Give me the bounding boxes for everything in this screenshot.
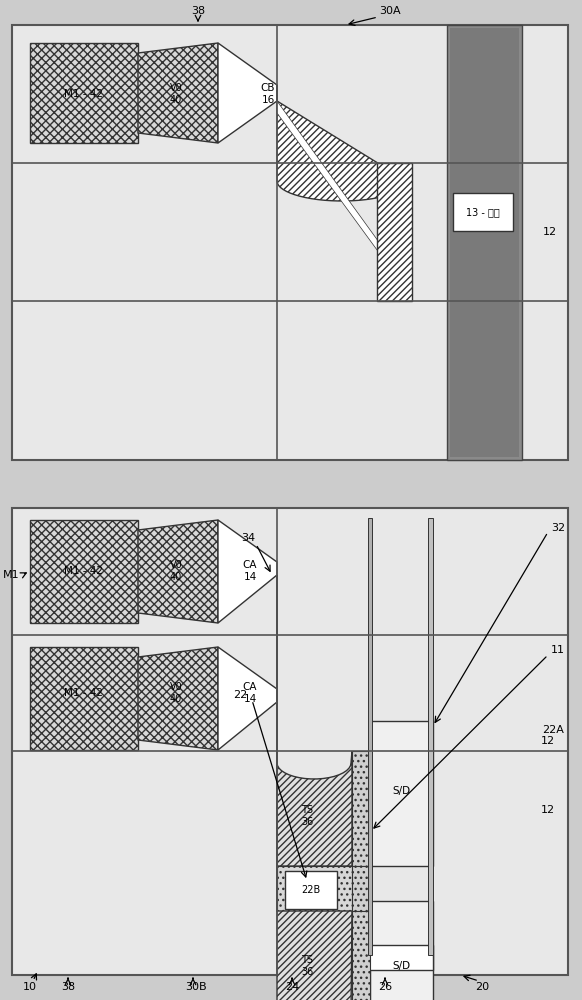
Bar xyxy=(450,28,519,457)
Text: 26: 26 xyxy=(378,982,392,992)
Text: 11: 11 xyxy=(551,645,565,655)
Text: 34: 34 xyxy=(241,533,255,543)
Bar xyxy=(30,647,138,750)
Bar xyxy=(370,721,433,866)
Text: 30A: 30A xyxy=(379,6,401,16)
Text: M1 - 42: M1 - 42 xyxy=(65,89,104,99)
Text: M1 - 42: M1 - 42 xyxy=(65,566,104,576)
Text: CB
16: CB 16 xyxy=(261,83,275,105)
Text: TS
36: TS 36 xyxy=(301,805,313,827)
Polygon shape xyxy=(138,43,218,143)
Polygon shape xyxy=(277,101,407,291)
Text: M1 - 42: M1 - 42 xyxy=(65,688,104,698)
Bar xyxy=(277,866,352,911)
Text: S/D: S/D xyxy=(392,786,410,796)
Bar xyxy=(428,518,433,955)
Text: 32: 32 xyxy=(551,523,565,533)
Text: 12: 12 xyxy=(543,227,557,237)
Text: V0
40: V0 40 xyxy=(169,83,182,105)
Text: 38: 38 xyxy=(61,982,75,992)
Text: V0
40: V0 40 xyxy=(169,560,182,582)
Bar xyxy=(352,911,370,1000)
Bar xyxy=(12,508,568,975)
Bar xyxy=(377,163,412,301)
Polygon shape xyxy=(218,43,277,143)
Text: 38: 38 xyxy=(191,6,205,16)
Text: M1: M1 xyxy=(3,570,20,580)
Bar xyxy=(30,520,138,623)
Text: 30B: 30B xyxy=(185,982,207,992)
Text: 10: 10 xyxy=(23,982,37,992)
Text: 12: 12 xyxy=(541,736,555,746)
Text: 24: 24 xyxy=(285,982,299,992)
Polygon shape xyxy=(138,647,218,750)
Bar xyxy=(277,945,433,970)
Bar xyxy=(368,518,372,955)
Text: S/D: S/D xyxy=(392,961,410,971)
Text: 20: 20 xyxy=(475,982,489,992)
Bar xyxy=(30,43,138,143)
Text: CA
14: CA 14 xyxy=(243,560,257,582)
Polygon shape xyxy=(277,85,407,201)
Bar xyxy=(285,871,337,909)
Text: 12: 12 xyxy=(541,805,555,815)
Polygon shape xyxy=(218,520,277,623)
Text: 13 - 隔离: 13 - 隔离 xyxy=(466,207,500,217)
Bar xyxy=(447,25,522,460)
Text: 22: 22 xyxy=(233,690,247,700)
Bar xyxy=(352,866,370,911)
Bar xyxy=(12,25,568,460)
Bar xyxy=(370,901,433,1000)
Text: 22B: 22B xyxy=(301,885,321,895)
Text: CA
14: CA 14 xyxy=(243,682,257,704)
Bar xyxy=(453,193,513,231)
Polygon shape xyxy=(277,702,352,1000)
Bar xyxy=(352,751,370,866)
Polygon shape xyxy=(138,520,218,623)
Text: TS
36: TS 36 xyxy=(301,955,313,977)
Polygon shape xyxy=(218,647,277,750)
Text: V0
40: V0 40 xyxy=(169,682,182,704)
Polygon shape xyxy=(277,575,352,866)
Text: 22A: 22A xyxy=(542,725,564,735)
